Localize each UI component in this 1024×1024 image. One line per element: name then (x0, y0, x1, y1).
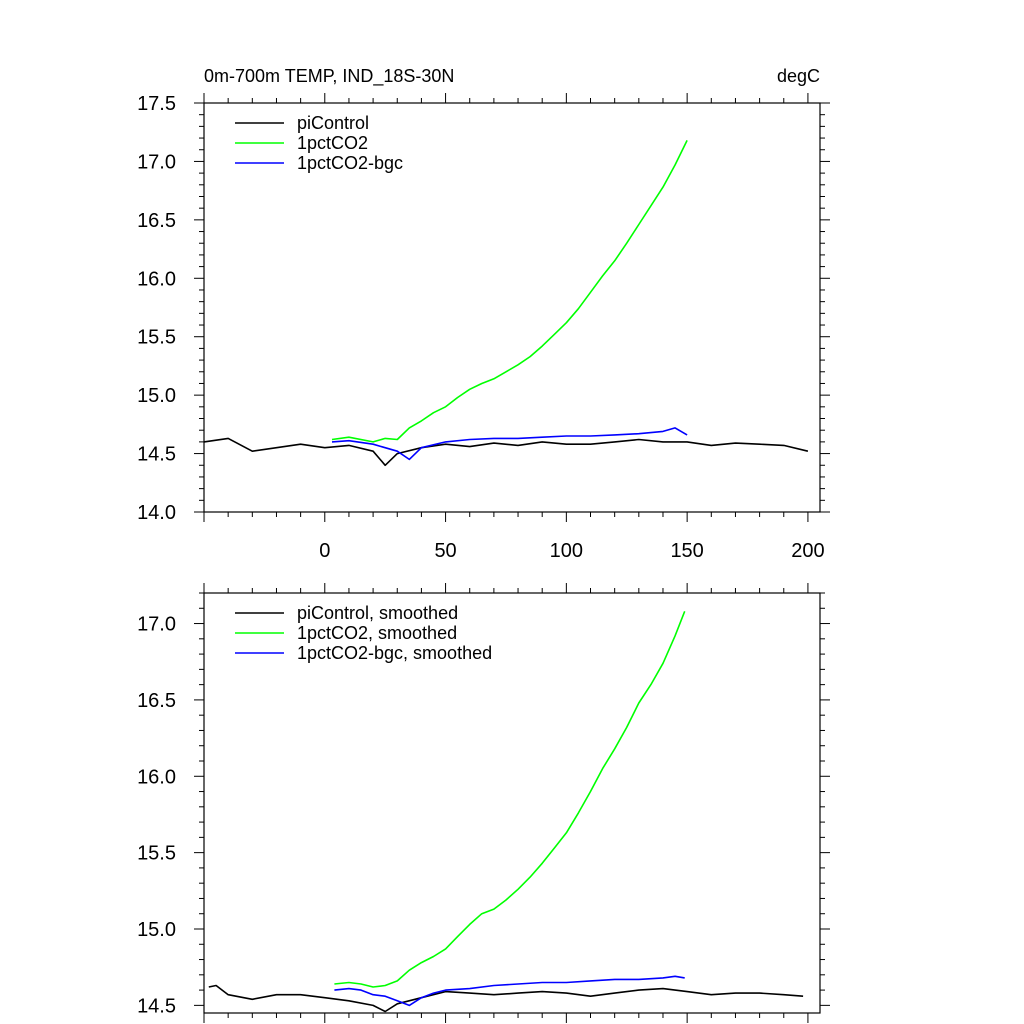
x-axis-tick-labels: 0 50 100 150 200 (319, 540, 824, 562)
axis-ticks (194, 93, 830, 522)
series-line (208, 984, 804, 1013)
chart-panel-top: 0m-700m TEMP, IND_18S-30N degC 14.014.51… (137, 66, 830, 562)
y-tick-label: 16.0 (137, 268, 176, 290)
data-lines (208, 611, 804, 1013)
x-tick-label: 150 (670, 540, 703, 562)
y-tick-label: 15.5 (137, 327, 176, 349)
y-tick-label: 14.0 (137, 502, 176, 524)
y-axis-tick-labels: 14.0 14.5 15.0 15.5 16.0 16.5 17.0 17.5 (137, 93, 176, 524)
y-tick-label: 17.0 (137, 614, 176, 636)
y-axis-tick-labels: 14.5 15.0 15.5 16.0 16.5 17.0 (137, 614, 176, 1018)
chart-panel-bottom: 14.5 15.0 15.5 16.0 16.5 17.0 piControl, smoo… (137, 583, 830, 1023)
x-tick-label: 100 (550, 540, 583, 562)
y-tick-label: 14.5 (137, 995, 176, 1017)
y-tick-label: 16.5 (137, 690, 176, 712)
legend-label: 1pctCO2 (297, 133, 368, 153)
series-line (334, 611, 686, 988)
x-tick-label: 200 (791, 540, 824, 562)
y-tick-label: 15.5 (137, 843, 176, 865)
y-tick-label: 16.5 (137, 210, 176, 232)
x-tick-label: 0 (319, 540, 330, 562)
legend-label: piControl, smoothed (297, 603, 458, 623)
y-tick-label: 15.0 (137, 919, 176, 941)
data-lines (203, 140, 809, 467)
chart-title-right: degC (777, 66, 820, 86)
legend-label: 1pctCO2-bgc, smoothed (297, 643, 492, 663)
x-tick-label: 50 (434, 540, 456, 562)
legend-label: piControl (297, 113, 369, 133)
y-tick-label: 16.0 (137, 766, 176, 788)
y-tick-label: 17.5 (137, 93, 176, 115)
chart-title-left: 0m-700m TEMP, IND_18S-30N (204, 66, 454, 87)
y-tick-label: 15.0 (137, 385, 176, 407)
series-line (331, 427, 688, 461)
y-tick-label: 14.5 (137, 444, 176, 466)
series-line (334, 975, 685, 1007)
legend-label: 1pctCO2-bgc (297, 153, 403, 173)
legend-label: 1pctCO2, smoothed (297, 623, 457, 643)
plot-frame (203, 592, 821, 1014)
series-line (203, 437, 809, 467)
axis-ticks (194, 583, 830, 1023)
plot-frame (203, 102, 821, 513)
series-line (331, 140, 688, 443)
y-tick-label: 17.0 (137, 151, 176, 173)
